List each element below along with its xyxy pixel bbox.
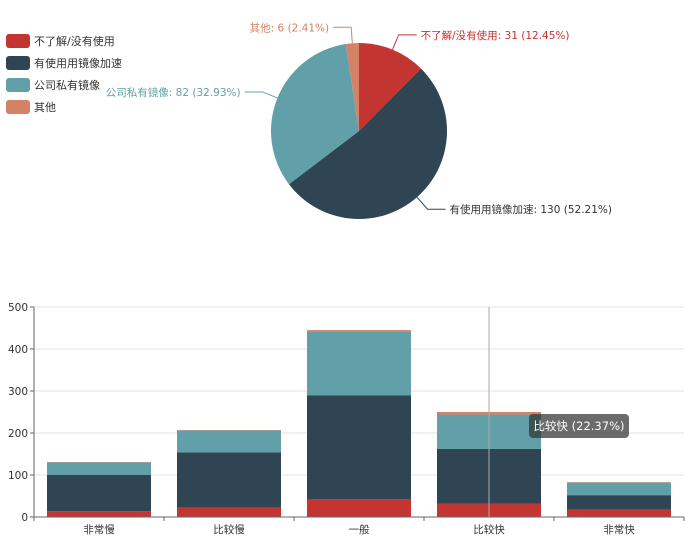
x-tick-label-2: 一般 xyxy=(349,523,370,536)
pie-slice-0[interactable] xyxy=(359,43,422,131)
pie-label-1: 有使用用镜像加速: 130 (52.21%) xyxy=(450,203,612,216)
y-tick-label-1: 100 xyxy=(8,470,28,482)
x-tick-label-3: 比较快 xyxy=(473,523,505,536)
legend-swatch-3[interactable] xyxy=(6,100,30,114)
bar-segment-1-1[interactable] xyxy=(177,452,281,508)
pie-leader-2 xyxy=(244,91,278,99)
y-tick-label-5: 500 xyxy=(8,302,28,314)
pie-labels: 不了解/没有使用: 31 (12.45%) 有使用用镜像加速: 130 (52.2… xyxy=(106,21,612,216)
legend-swatch-1[interactable] xyxy=(6,56,30,70)
y-tick-label-3: 300 xyxy=(8,386,28,398)
y-tick-label-0: 0 xyxy=(21,512,28,524)
legend-label-2[interactable]: 公司私有镜像 xyxy=(34,78,100,92)
pie-label-3: 其他: 6 (2.41%) xyxy=(250,21,329,34)
bar-segment-0-1[interactable] xyxy=(47,475,151,512)
pie-slice-1[interactable] xyxy=(288,68,448,220)
legend-swatch-2[interactable] xyxy=(6,78,30,92)
pie-slice-2[interactable] xyxy=(271,44,359,185)
bar-segment-2-1[interactable] xyxy=(307,395,411,500)
y-tick-label-2: 200 xyxy=(8,428,28,440)
tooltip: 比较快 (22.37%) xyxy=(488,307,629,517)
pie-chart xyxy=(271,43,448,220)
pie-label-2: 公司私有镜像: 82 (32.93%) xyxy=(106,86,241,99)
bar-segment-2-3[interactable] xyxy=(307,330,411,332)
legend-label-0[interactable]: 不了解/没有使用 xyxy=(34,34,115,48)
bar-segment-2-2[interactable] xyxy=(307,331,411,396)
legend-swatch-0[interactable] xyxy=(6,34,30,48)
bar-segment-0-0[interactable] xyxy=(47,511,151,517)
bar-segment-1-2[interactable] xyxy=(177,430,281,453)
pie-leader-3 xyxy=(333,26,353,44)
x-tick-label-1: 比较慢 xyxy=(213,523,245,536)
tooltip-box xyxy=(529,414,629,438)
bar-axes: 0 100 200 300 400 500 非常慢 比较慢 一般 比较快 非常快 xyxy=(8,302,685,536)
bar-segment-2-0[interactable] xyxy=(307,499,411,517)
bar-segment-4-0[interactable] xyxy=(567,509,671,517)
bar-segment-1-0[interactable] xyxy=(177,507,281,517)
pie-slice-3[interactable] xyxy=(345,43,359,131)
x-tick-label-0: 非常慢 xyxy=(83,523,115,536)
bar-segment-4-2[interactable] xyxy=(567,482,671,496)
pie-leader-1 xyxy=(416,196,446,210)
pie-label-0: 不了解/没有使用: 31 (12.45%) xyxy=(421,29,570,42)
pie-leader-0 xyxy=(392,34,417,50)
legend-label-3[interactable]: 其他 xyxy=(34,101,56,114)
bar-segment-0-2[interactable] xyxy=(47,462,151,475)
tooltip-text: 比较快 (22.37%) xyxy=(534,419,625,433)
bar-segment-4-1[interactable] xyxy=(567,495,671,510)
y-tick-label-4: 400 xyxy=(8,344,28,356)
legend-label-1[interactable]: 有使用用镜像加速 xyxy=(34,56,122,70)
x-tick-label-4: 非常快 xyxy=(603,523,635,536)
